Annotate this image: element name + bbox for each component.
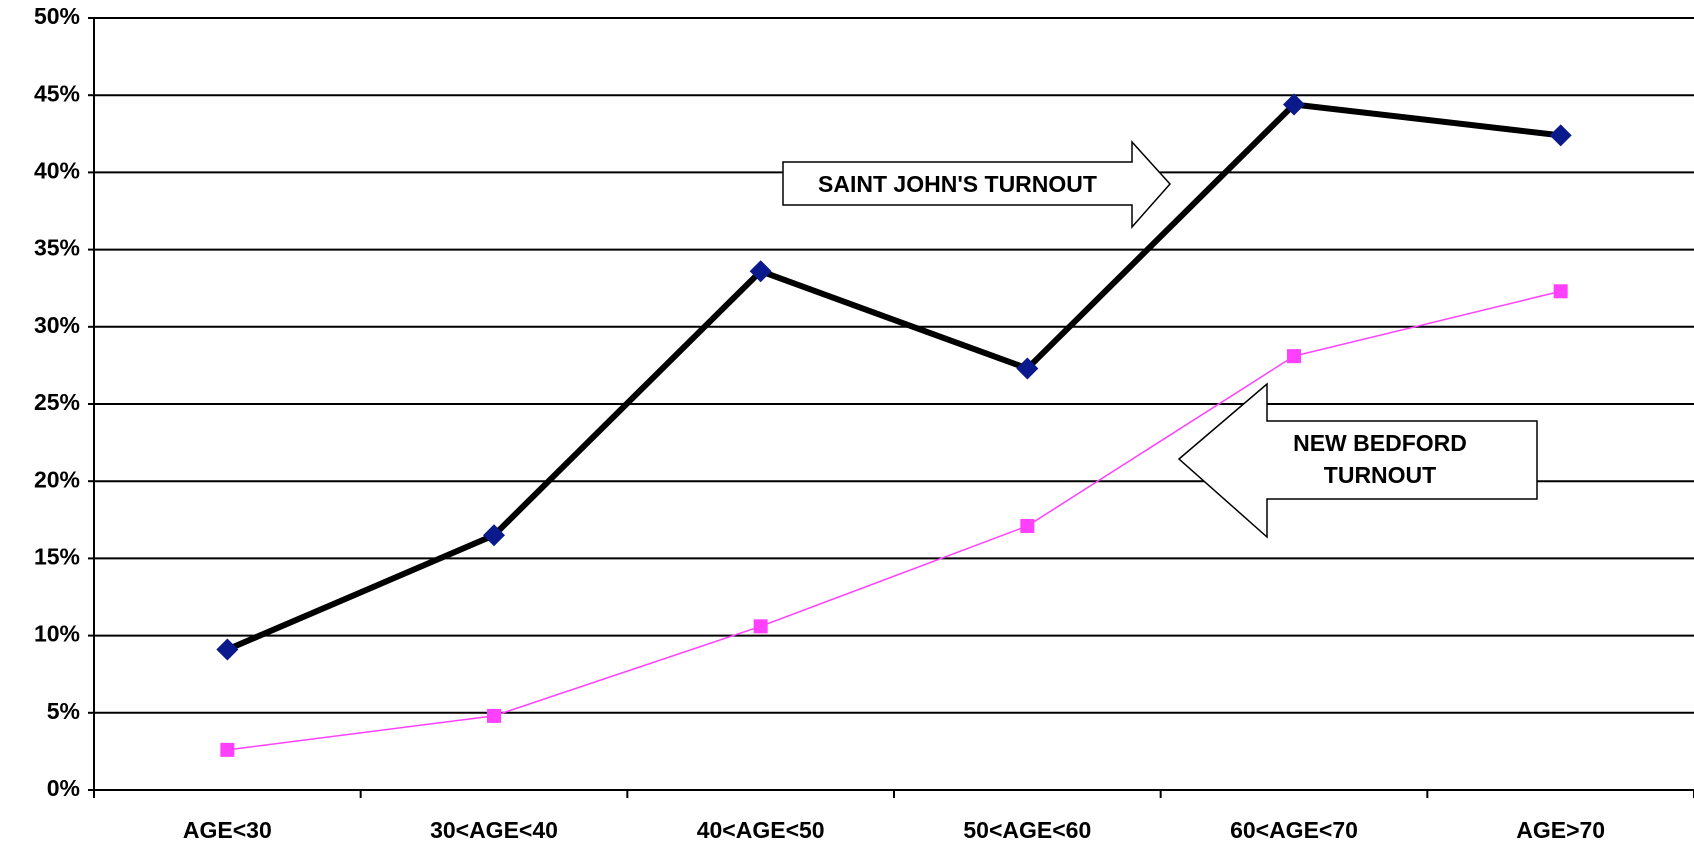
data-point bbox=[1553, 284, 1568, 299]
data-point bbox=[753, 619, 768, 634]
x-tick-label: 50<AGE<60 bbox=[963, 817, 1091, 843]
x-tick-label: AGE<30 bbox=[183, 817, 272, 843]
y-tick-label: 30% bbox=[34, 312, 80, 338]
y-tick-label: 50% bbox=[34, 3, 80, 29]
data-point bbox=[220, 742, 235, 757]
annotation: NEW BEDFORD TURNOUT bbox=[1293, 430, 1467, 488]
data-point bbox=[1287, 349, 1301, 364]
data-point bbox=[1283, 93, 1305, 116]
y-tick-label: 15% bbox=[34, 543, 80, 569]
data-point bbox=[1016, 357, 1039, 380]
x-tick-label: 60<AGE<70 bbox=[1230, 817, 1358, 843]
annotation-arrow bbox=[782, 140, 1172, 229]
data-point bbox=[1020, 518, 1035, 533]
data-point bbox=[487, 708, 501, 723]
x-tick-label: AGE>70 bbox=[1516, 817, 1605, 843]
data-point bbox=[749, 260, 772, 283]
series-line bbox=[227, 290, 1561, 751]
y-tick-label: 5% bbox=[47, 698, 80, 724]
y-tick-label: 0% bbox=[47, 775, 80, 801]
annotation: SAINT JOHN'S TURNOUT bbox=[818, 171, 1097, 197]
y-tick-label: 45% bbox=[34, 80, 80, 106]
data-point bbox=[1549, 124, 1572, 147]
series-line bbox=[226, 101, 1562, 653]
annotation-arrow bbox=[1177, 382, 1538, 539]
y-tick-label: 25% bbox=[34, 389, 80, 415]
y-tick-label: 20% bbox=[34, 466, 80, 492]
y-tick-label: 10% bbox=[34, 621, 80, 647]
x-tick-label: 40<AGE<50 bbox=[697, 817, 825, 843]
x-tick-label: 30<AGE<40 bbox=[430, 817, 558, 843]
data-point bbox=[483, 524, 505, 547]
data-point bbox=[216, 638, 239, 661]
y-tick-label: 40% bbox=[34, 157, 80, 183]
y-tick-label: 35% bbox=[34, 235, 80, 261]
